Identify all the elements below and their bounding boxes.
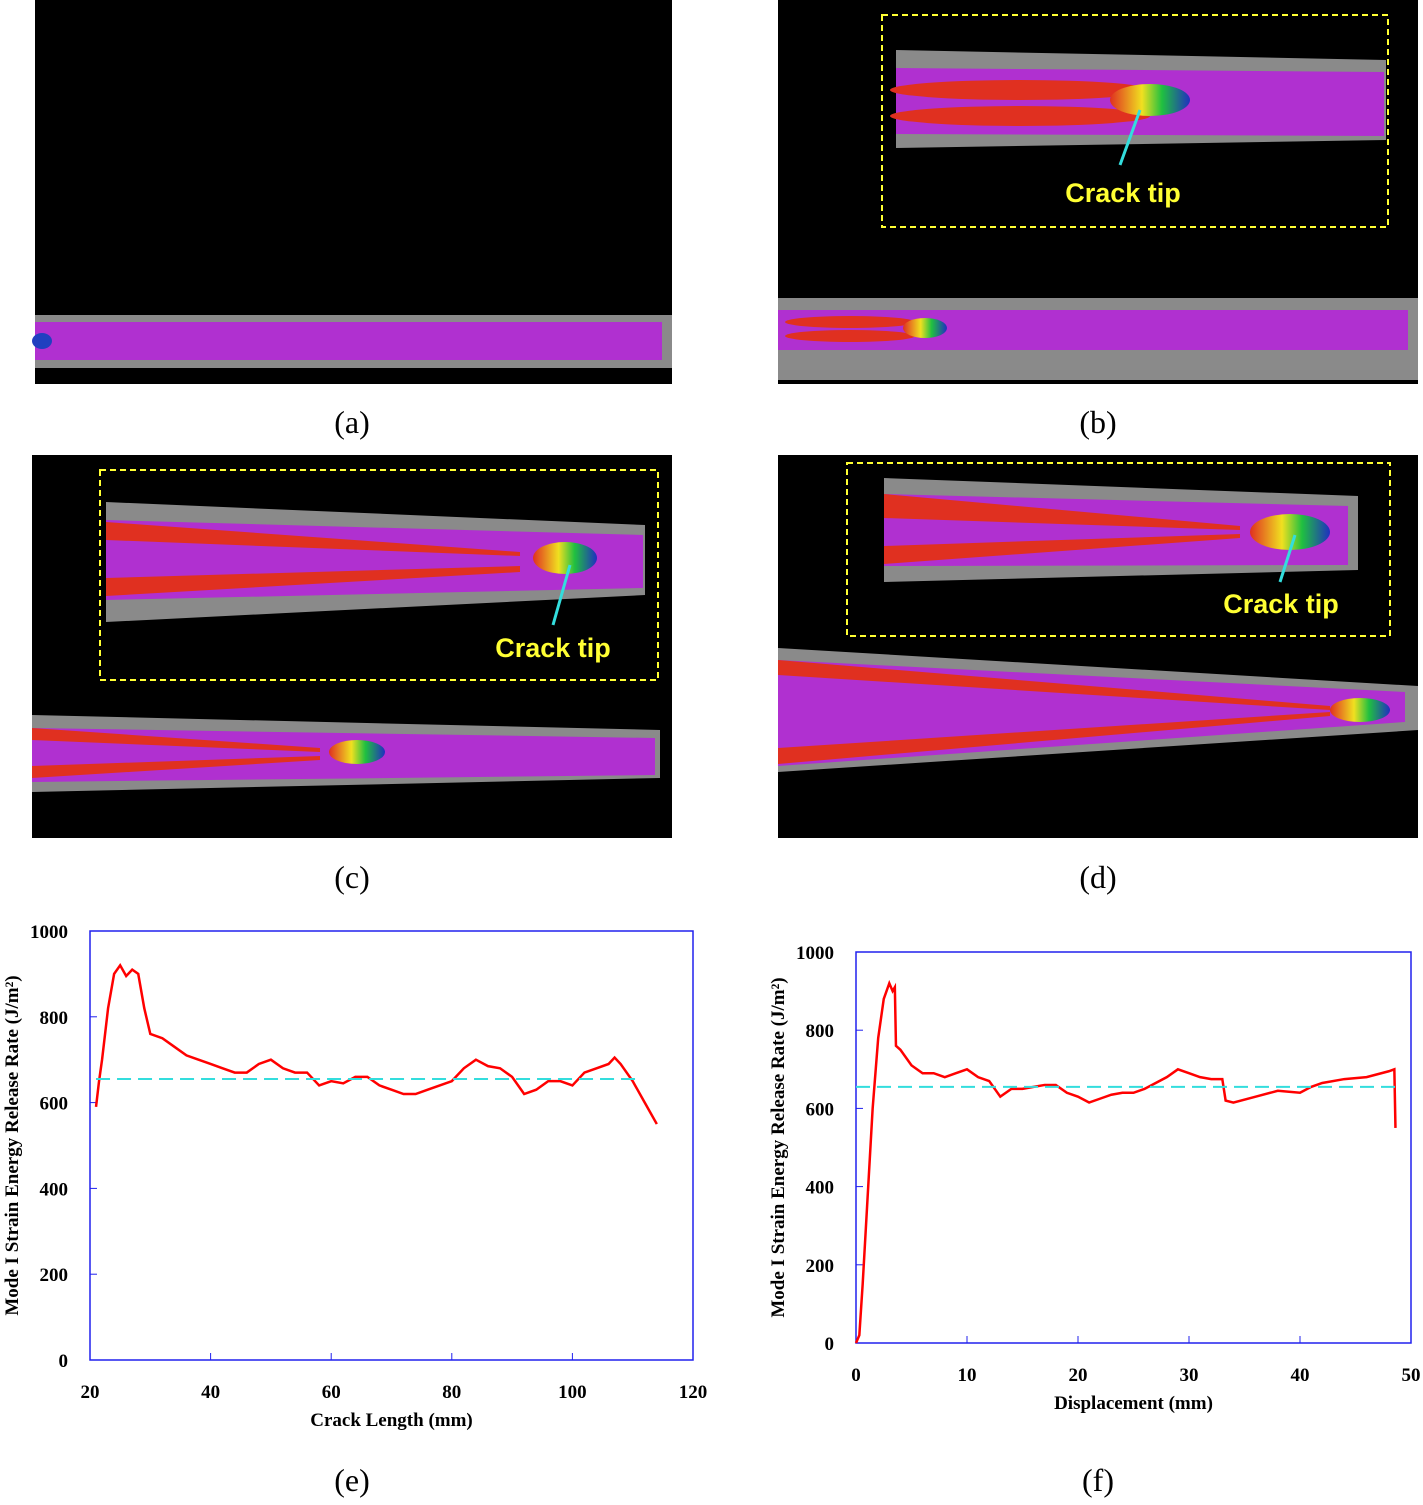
- x-tick-label: 20: [1069, 1365, 1088, 1386]
- y-tick-label: 200: [40, 1265, 69, 1286]
- plot-frame: [89, 930, 694, 1361]
- x-tick-label: 30: [1180, 1365, 1199, 1386]
- plot-frame: [855, 951, 1412, 1344]
- x-tick-label: 40: [1291, 1365, 1310, 1386]
- annotation: Crack tip: [1065, 178, 1181, 208]
- x-axis-label: Crack Length (mm): [310, 1410, 473, 1431]
- y-tick-label: 800: [806, 1021, 835, 1042]
- y-axis-label: Mode I Strain Energy Release Rate (J/m²): [2, 975, 23, 1315]
- y-tick-label: 400: [806, 1178, 835, 1199]
- panel-label: (a): [334, 404, 370, 440]
- image-a: [32, 0, 672, 384]
- y-tick-label: 0: [59, 1351, 69, 1372]
- image-c: Crack tip: [32, 455, 672, 838]
- y-tick-label: 1000: [796, 943, 834, 964]
- x-axis-label: Displacement (mm): [1054, 1393, 1213, 1414]
- y-tick-label: 200: [806, 1256, 835, 1277]
- x-tick-label: 100: [558, 1382, 587, 1403]
- x-tick-label: 120: [679, 1382, 708, 1403]
- annotation: Crack tip: [1223, 589, 1339, 619]
- y-tick-label: 0: [825, 1334, 835, 1355]
- x-tick-label: 80: [442, 1382, 461, 1403]
- annotation: Crack tip: [495, 633, 611, 663]
- x-tick-label: 60: [322, 1382, 341, 1403]
- y-tick-label: 1000: [30, 922, 68, 943]
- data-line: [854, 979, 1397, 1344]
- y-tick-label: 800: [40, 1008, 69, 1029]
- y-tick-label: 400: [40, 1179, 69, 1200]
- y-axis-label: Mode I Strain Energy Release Rate (J/m²): [768, 977, 789, 1317]
- image-d: Crack tip: [778, 455, 1418, 838]
- x-tick-label: 40: [201, 1382, 220, 1403]
- y-tick-label: 600: [806, 1099, 835, 1120]
- panel-label: (f): [1082, 1462, 1114, 1498]
- panel-label: (c): [334, 859, 370, 895]
- x-tick-label: 50: [1402, 1365, 1421, 1386]
- y-tick-label: 600: [40, 1094, 69, 1115]
- x-tick-label: 10: [958, 1365, 977, 1386]
- x-tick-label: 20: [81, 1382, 100, 1403]
- image-b: Crack tip: [778, 0, 1418, 384]
- panel-label: (b): [1079, 404, 1116, 440]
- panel-label: (d): [1079, 859, 1116, 895]
- x-tick-label: 0: [851, 1365, 861, 1386]
- data-line: [94, 962, 658, 1125]
- panel-label: (e): [334, 1462, 370, 1498]
